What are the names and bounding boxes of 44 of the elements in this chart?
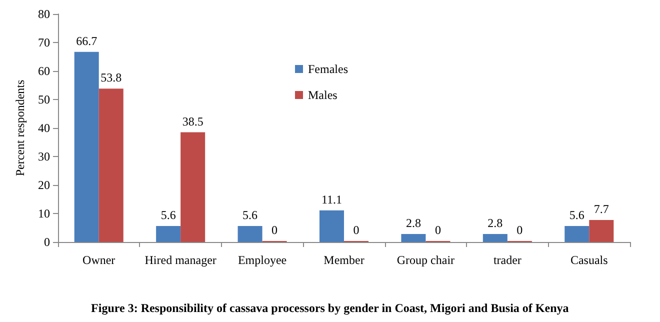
x-tick-label: Owner [82,253,116,267]
bar [98,88,124,242]
data-label: 66.7 [76,34,98,48]
legend-label: Males [308,88,338,102]
bar [401,234,426,242]
data-label: 5.6 [160,208,176,222]
y-tick-label: 70 [38,36,50,50]
bar [180,132,206,242]
data-label: 5.6 [569,208,584,222]
data-label: 53.8 [100,70,122,85]
bar [156,226,181,242]
y-tick-label: 0 [44,235,50,249]
data-label: 0 [353,223,360,237]
y-tick-label: 30 [38,150,50,164]
y-axis-title: Percent respondents [13,80,27,176]
x-tick-label: Employee [238,253,287,267]
data-label: 38.5 [182,114,204,128]
data-label: 0 [434,223,441,237]
bar [319,210,344,242]
bar [482,234,508,242]
y-tick-label: 60 [38,64,50,78]
x-tick-label: Member [324,253,364,267]
x-tick-label: Group chair [396,253,455,267]
y-tick-label: 80 [38,7,50,21]
y-tick-label: 50 [38,92,50,106]
bar [238,226,262,242]
data-label: 2.8 [406,216,421,230]
legend-label: Females [308,62,348,76]
y-tick-label: 10 [38,206,50,220]
y-tick-label: 40 [38,121,50,135]
data-label: 0 [516,223,523,237]
caption: Figure 3: Responsibility of cassava processors by gender in Coast, Migori and Busia of Kenya [91,301,569,315]
data-label: 0 [272,223,278,237]
y-tick-label: 20 [38,178,50,192]
bar [589,220,614,242]
x-tick-label: trader [493,253,522,267]
data-label: 11.1 [321,192,342,206]
x-tick-label: Casuals [570,253,608,267]
bar [564,226,590,242]
x-tick-label: Hired manager [144,253,216,267]
data-label: 7.7 [594,202,609,216]
data-label: 2.8 [488,216,503,230]
bar [74,52,99,242]
data-label: 5.6 [242,208,258,222]
